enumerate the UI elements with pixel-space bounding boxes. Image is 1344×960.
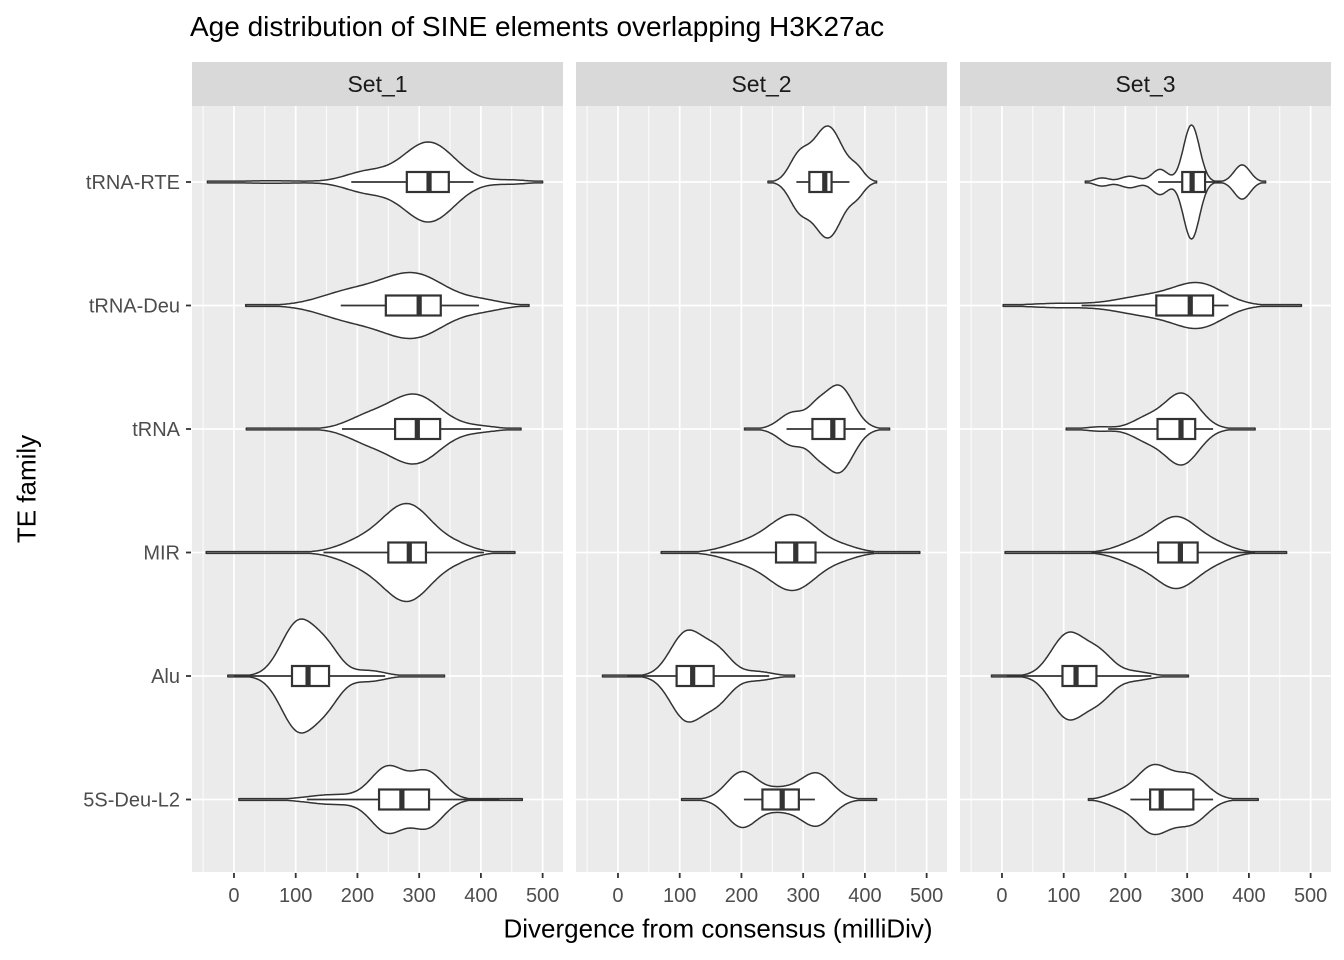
x-axis-title: Divergence from consensus (milliDiv) — [503, 913, 933, 944]
x-tick-label-Set_2-200: 200 — [725, 885, 758, 907]
violin-Set_3-tRNA — [1065, 392, 1256, 466]
box — [1155, 294, 1215, 317]
x-axis-ticks-Set_1 — [233, 873, 544, 878]
median-bar — [1177, 542, 1183, 563]
box — [384, 294, 442, 317]
median-bar — [1073, 666, 1079, 686]
violin-Set_1-tRNA-RTE — [206, 141, 544, 223]
y-tick-label-tRNA-Deu: tRNA-Deu — [89, 296, 180, 318]
panel-Set_1 — [192, 106, 563, 872]
x-tick-label-Set_3-200: 200 — [1109, 885, 1142, 907]
violin-Set_3-Alu — [990, 631, 1190, 721]
violin-Set_3-tRNA-Deu — [1002, 281, 1303, 330]
median-bar — [416, 295, 422, 316]
violin-Set_2-MIR — [660, 513, 921, 592]
x-tick-label-Set_2-300: 300 — [786, 885, 819, 907]
chart-title: Age distribution of SINE elements overla… — [190, 11, 885, 42]
facet-strip-Set_2 — [576, 62, 947, 106]
violin-Set_1-Alu — [227, 618, 446, 734]
x-tick-label-Set_1-500: 500 — [526, 885, 559, 907]
box — [1149, 788, 1195, 811]
box — [811, 417, 846, 441]
x-tick-label-Set_3-0: 0 — [996, 885, 1007, 907]
median-bar — [414, 419, 420, 439]
median-bar — [779, 789, 785, 810]
x-axis-ticks-Set_3 — [1001, 873, 1312, 878]
x-tick-label-Set_3-400: 400 — [1232, 885, 1265, 907]
y-tick-label-Alu: Alu — [151, 666, 180, 688]
violin-Set_1-5S-Deu-L2 — [238, 764, 524, 835]
gridlines-minor-Set_1 — [202, 106, 513, 872]
median-bar — [822, 172, 828, 192]
x-tick-label-Set_1-200: 200 — [341, 885, 374, 907]
median-bar — [830, 419, 836, 439]
facet-strip-label-Set_1: Set_1 — [347, 71, 407, 97]
median-bar — [690, 666, 696, 686]
x-tick-label-Set_2-400: 400 — [848, 885, 881, 907]
y-tick-label-tRNA-RTE: tRNA-RTE — [86, 172, 180, 194]
panel-Set_3 — [960, 106, 1331, 872]
x-axis-labels-Set_2: 0 100 200 300 400 500 — [612, 885, 943, 907]
x-tick-label-Set_2-0: 0 — [612, 885, 623, 907]
median-bar — [1187, 295, 1193, 316]
violin-Set_1-tRNA — [245, 393, 522, 465]
box — [1156, 417, 1197, 441]
x-tick-label-Set_1-100: 100 — [279, 885, 312, 907]
median-bar — [793, 542, 799, 563]
box — [1061, 664, 1098, 688]
median-bar — [1158, 789, 1164, 810]
violin-Set_3-tRNA-RTE — [1084, 124, 1267, 240]
y-tick-label-5S-Deu-L2: 5S-Deu-L2 — [83, 790, 180, 812]
x-axis-labels-Set_3: 0 100 200 300 400 500 — [996, 885, 1327, 907]
median-bar — [406, 542, 412, 563]
x-tick-label-Set_2-500: 500 — [910, 885, 943, 907]
gridlines-minor-Set_3 — [970, 106, 1281, 872]
y-tick-label-tRNA: tRNA — [132, 419, 180, 441]
x-tick-label-Set_1-300: 300 — [402, 885, 435, 907]
median-bar — [1178, 419, 1184, 439]
violin-Set_3-5S-Deu-L2 — [1087, 763, 1259, 836]
panel-Set_2 — [576, 106, 947, 872]
facet-strip-label-Set_2: Set_2 — [731, 71, 791, 97]
x-tick-label-Set_1-400: 400 — [464, 885, 497, 907]
median-bar — [305, 666, 311, 686]
x-axis-ticks-Set_2 — [617, 873, 928, 878]
violin-Set_1-tRNA-Deu — [244, 271, 530, 340]
y-axis: tRNA-RTE tRNA-Deu tRNA MIR Alu 5S-Deu-L2 — [83, 172, 191, 812]
x-tick-label-Set_1-0: 0 — [228, 885, 239, 907]
y-tick-label-MIR: MIR — [143, 543, 180, 565]
x-tick-label-Set_3-100: 100 — [1047, 885, 1080, 907]
violin-Set_2-Alu — [601, 629, 796, 723]
violin-Set_3-MIR — [1004, 515, 1288, 590]
facet-strip-Set_1 — [192, 62, 563, 106]
facet-strip-label-Set_3: Set_3 — [1115, 71, 1175, 97]
violin-Set_2-5S-Deu-L2 — [680, 770, 878, 829]
x-tick-label-Set_3-500: 500 — [1294, 885, 1327, 907]
median-bar — [399, 789, 405, 810]
facet-strip-Set_3 — [960, 62, 1331, 106]
x-tick-label-Set_2-100: 100 — [663, 885, 696, 907]
violin-Set_1-MIR — [205, 502, 516, 603]
x-tick-label-Set_3-300: 300 — [1170, 885, 1203, 907]
violin-Set_2-tRNA-RTE — [767, 125, 878, 239]
violin-Set_2-tRNA — [743, 384, 891, 474]
median-bar — [426, 172, 432, 192]
x-axis-labels-Set_1: 0 100 200 300 400 500 — [228, 885, 559, 907]
box — [808, 170, 833, 194]
median-bar — [1189, 172, 1195, 192]
